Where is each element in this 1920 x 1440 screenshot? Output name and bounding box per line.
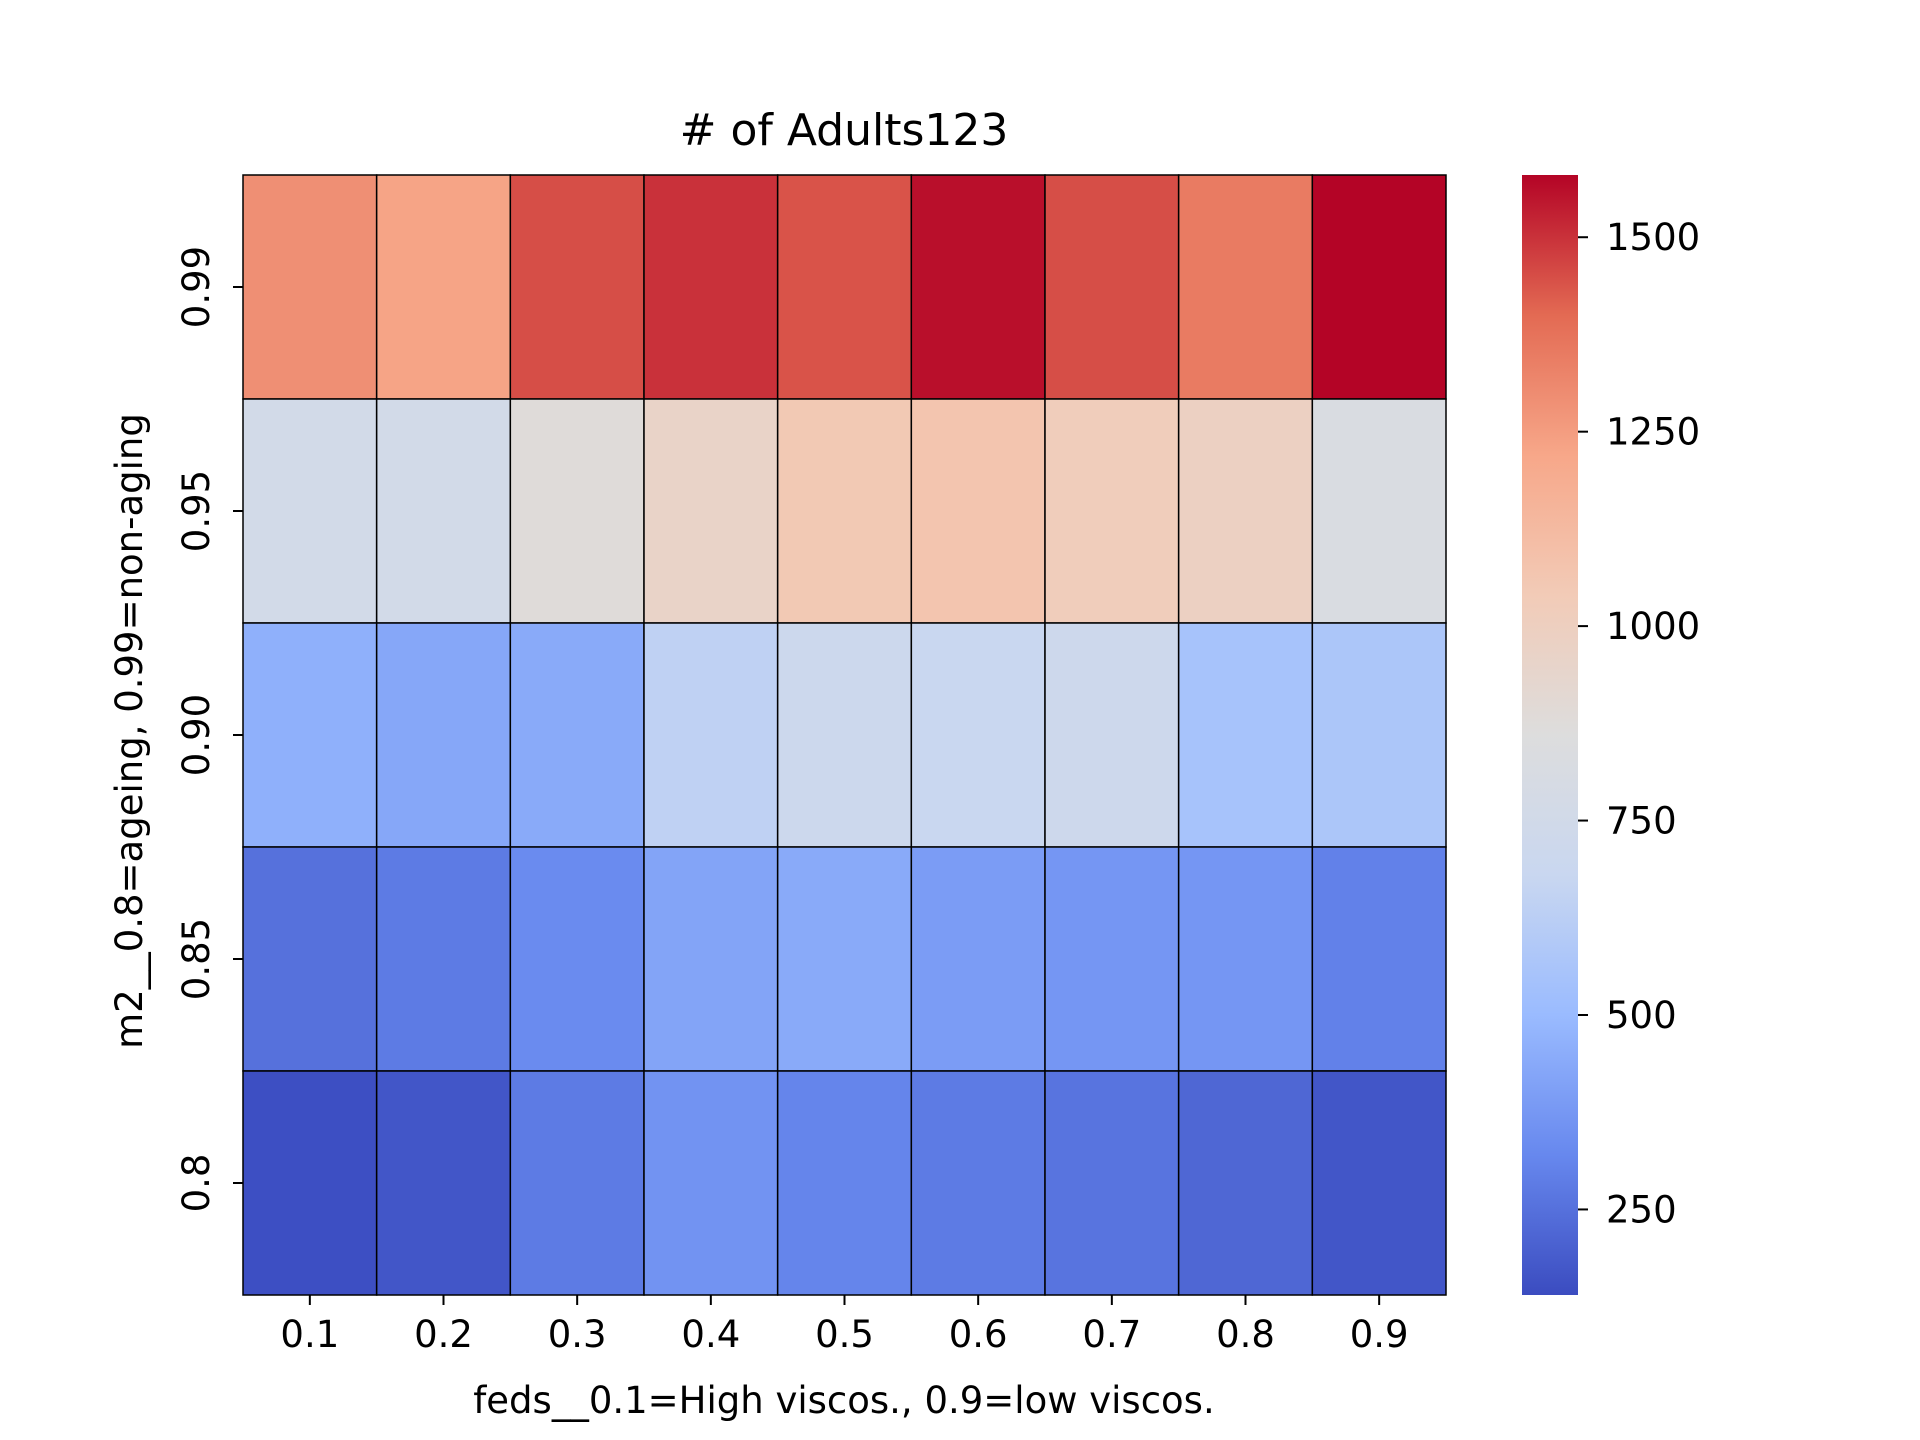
y-tick-label: 0.85 <box>175 918 218 1000</box>
heatmap-cell-r1-c3 <box>643 398 779 624</box>
heatmap-cell-r1-c4 <box>776 398 913 624</box>
x-tick-label: 0.9 <box>1350 1313 1409 1356</box>
heatmap-cell-r0-c2 <box>509 174 645 400</box>
y-tick-label: 0.90 <box>175 694 218 776</box>
heatmap-cell-r0-c6 <box>1044 174 1180 400</box>
heatmap-cell-r1-c7 <box>1177 398 1314 624</box>
heatmap-cell-r2-c8 <box>1311 622 1447 848</box>
y-axis-ticks: 0.99 0.95 0.90 0.85 0.8 <box>175 246 243 1213</box>
x-tick-label: 0.2 <box>414 1313 473 1356</box>
x-tick-label: 0.5 <box>815 1313 874 1356</box>
x-tick-label: 0.4 <box>681 1313 740 1356</box>
heatmap-cell-r2-c7 <box>1177 622 1314 848</box>
heatmap-cell-r3-c3 <box>643 846 779 1072</box>
heatmap-cell-r4-c3 <box>643 1070 779 1296</box>
heatmap-cell-r2-c4 <box>776 622 913 848</box>
heatmap-cell-r4-c7 <box>1177 1070 1314 1296</box>
heatmap-cell-r3-c5 <box>910 846 1046 1072</box>
heatmap-cell-r1-c6 <box>1044 398 1180 624</box>
heatmap-cell-r4-c4 <box>776 1070 913 1296</box>
colorbar-tick-label: 750 <box>1606 800 1677 843</box>
x-tick-label: 0.8 <box>1216 1313 1275 1356</box>
heatmap-cell-r3-c2 <box>509 846 645 1072</box>
x-tick-label: 0.3 <box>548 1313 607 1356</box>
y-tick-label: 0.99 <box>175 246 218 328</box>
heatmap-cell-r3-c7 <box>1177 846 1314 1072</box>
heatmap-cell-r1-c0 <box>242 398 378 624</box>
heatmap-cell-r0-c7 <box>1177 174 1314 400</box>
heatmap-cell-r1-c8 <box>1311 398 1447 624</box>
heatmap-cell-r4-c6 <box>1044 1070 1180 1296</box>
heatmap-cell-r4-c2 <box>509 1070 645 1296</box>
heatmap-cell-r3-c6 <box>1044 846 1180 1072</box>
chart-title: # of Adults123 <box>680 105 1009 156</box>
heatmap-cell-r3-c0 <box>242 846 378 1072</box>
heatmap-cell-r0-c4 <box>776 174 913 400</box>
colorbar: 250 500 750 1000 1250 1500 <box>1522 175 1700 1295</box>
heatmap-cell-r0-c1 <box>375 174 512 400</box>
x-axis-ticks: 0.1 0.2 0.3 0.4 0.5 0.6 0.7 0.8 0.9 <box>280 1295 1409 1356</box>
heatmap-cell-r0-c0 <box>242 174 378 400</box>
heatmap-cell-r0-c3 <box>643 174 779 400</box>
x-tick-label: 0.7 <box>1082 1313 1141 1356</box>
x-tick-label: 0.6 <box>949 1313 1008 1356</box>
heatmap-cell-r2-c3 <box>643 622 779 848</box>
y-axis-label: m2__0.8=ageing, 0.99=non-aging <box>108 413 151 1049</box>
heatmap-cell-r4-c5 <box>910 1070 1046 1296</box>
heatmap-cell-r3-c4 <box>776 846 913 1072</box>
x-axis-label: feds__0.1=High viscos., 0.9=low viscos. <box>473 1379 1214 1422</box>
heatmap-cell-r1-c1 <box>375 398 512 624</box>
heatmap-cell-r0-c5 <box>910 174 1046 400</box>
heatmap-cell-r4-c1 <box>375 1070 512 1296</box>
x-tick-label: 0.1 <box>280 1313 339 1356</box>
heatmap-cell-r4-c8 <box>1311 1070 1447 1296</box>
y-tick-label: 0.8 <box>175 1154 218 1213</box>
heatmap-cell-r1-c2 <box>509 398 645 624</box>
heatmap-cell-r2-c2 <box>509 622 645 848</box>
heatmap-cell-r3-c1 <box>375 846 512 1072</box>
colorbar-tick-label: 1000 <box>1606 605 1700 648</box>
colorbar-tick-label: 1500 <box>1606 216 1700 259</box>
colorbar-tick-label: 500 <box>1606 994 1677 1037</box>
colorbar-gradient <box>1522 175 1578 1295</box>
heatmap-cell-r3-c8 <box>1311 846 1447 1072</box>
heatmap-cells <box>242 174 1447 1296</box>
y-tick-label: 0.95 <box>175 470 218 552</box>
heatmap-cell-r2-c0 <box>242 622 378 848</box>
colorbar-tick-label: 1250 <box>1606 411 1700 454</box>
colorbar-tick-label: 250 <box>1606 1188 1677 1231</box>
heatmap-cell-r0-c8 <box>1311 174 1447 400</box>
heatmap-cell-r2-c1 <box>375 622 512 848</box>
heatmap-cell-r2-c5 <box>910 622 1046 848</box>
heatmap-cell-r1-c5 <box>910 398 1046 624</box>
heatmap-cell-r2-c6 <box>1044 622 1180 848</box>
heatmap-cell-r4-c0 <box>242 1070 378 1296</box>
